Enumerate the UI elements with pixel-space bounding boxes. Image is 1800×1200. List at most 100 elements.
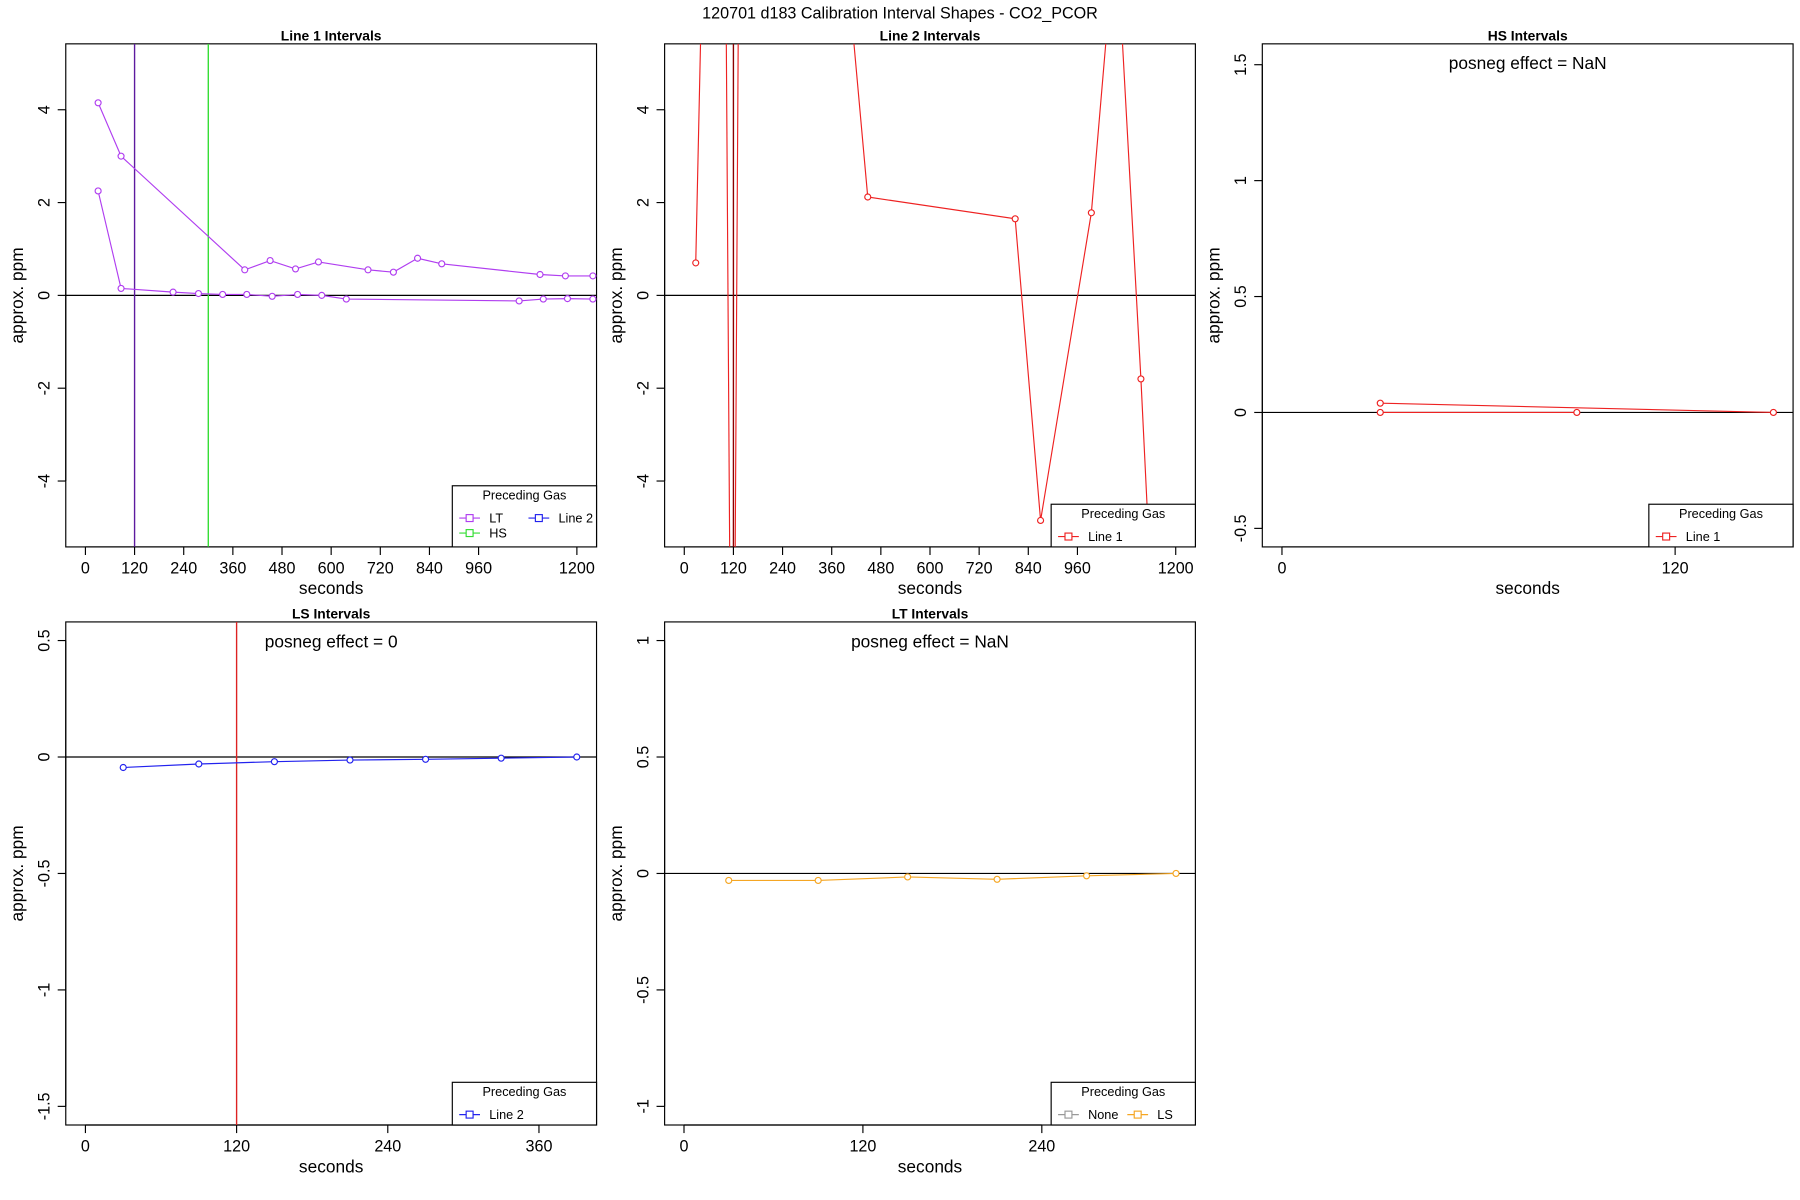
y-tick-label: -0.5 — [36, 860, 54, 888]
data-point — [1573, 408, 1581, 417]
x-tick-label: 0 — [680, 1138, 689, 1156]
y-tick-label: -1 — [36, 983, 54, 997]
data-point — [346, 756, 354, 764]
panel: LT Intervals 0 120 240 seconds -1 -0.5 0 0.5 1 app… — [606, 605, 1196, 1176]
panel: HS Intervals 0 120 seconds -0.5 0 0.5 1 1.5 appro… — [1204, 27, 1794, 598]
y-tick-label: 0 — [1232, 408, 1250, 417]
panel-title: HS Intervals — [1488, 27, 1568, 43]
panel: LS Intervals 0 120 240 360 seconds -1.5 -1 -0.5 0… — [7, 605, 598, 1176]
data-point — [589, 272, 597, 280]
legend-swatch — [465, 529, 474, 538]
annotation: posneg effect = 0 — [265, 631, 398, 651]
y-tick-label: -0.5 — [634, 976, 652, 1004]
x-tick-label: 480 — [867, 559, 894, 577]
legend-title: Preceding Gas — [1081, 507, 1165, 521]
annotation: posneg effect = NaN — [1449, 53, 1607, 73]
data-point — [266, 257, 274, 265]
data-point — [364, 266, 372, 274]
plot-frame — [1261, 43, 1794, 548]
data-point — [243, 290, 251, 299]
data-point — [169, 288, 177, 296]
legend-swatch — [1662, 532, 1671, 541]
x-tick-label: 1200 — [1158, 559, 1194, 577]
plot-frame — [65, 621, 598, 1126]
data-point — [117, 284, 125, 293]
x-tick-label: 360 — [525, 1138, 552, 1156]
x-tick-label: 0 — [81, 1138, 90, 1156]
y-tick-label: 2 — [634, 198, 652, 207]
data-point — [314, 258, 323, 266]
y-axis-label: approx. ppm — [1204, 247, 1224, 343]
y-tick-label: 1 — [634, 636, 652, 645]
data-point — [293, 290, 302, 299]
legend-swatch — [1064, 1110, 1073, 1119]
x-tick-label: 720 — [367, 559, 394, 577]
data-point — [241, 266, 249, 274]
data-point — [1172, 869, 1180, 878]
plot-area — [1262, 399, 1794, 417]
y-tick-label: -4 — [634, 474, 652, 488]
x-tick-label: 240 — [1028, 1138, 1055, 1156]
x-tick-label: 240 — [170, 559, 197, 577]
y-tick-label: -0.5 — [1232, 514, 1250, 542]
x-tick-label: 120 — [849, 1138, 876, 1156]
x-tick-label: 0 — [1277, 559, 1286, 577]
legend-swatch — [1133, 1110, 1142, 1119]
x-tick-label: 720 — [966, 559, 993, 577]
data-point — [692, 259, 700, 267]
legend-label: HS — [489, 527, 507, 541]
legend-label: Line 2 — [558, 512, 593, 526]
x-tick-label: 360 — [219, 559, 246, 577]
panel-title: LT Intervals — [892, 605, 969, 621]
x-tick-label: 120 — [720, 559, 747, 577]
y-tick-label: 0.5 — [36, 629, 54, 651]
data-point — [573, 753, 581, 761]
data-point — [1037, 516, 1045, 525]
data-point — [864, 193, 872, 201]
panel-title: Line 2 Intervals — [880, 27, 981, 43]
x-tick-label: 120 — [223, 1138, 250, 1156]
x-axis-label: seconds — [299, 1156, 364, 1176]
data-point — [1376, 399, 1384, 407]
x-axis-label: seconds — [299, 578, 364, 598]
y-tick-label: -2 — [36, 381, 54, 395]
data-point — [422, 755, 430, 763]
data-point — [536, 270, 544, 279]
legend-label: Line 2 — [489, 1108, 524, 1122]
legend-box — [1648, 503, 1794, 548]
x-tick-label: 240 — [769, 559, 796, 577]
y-tick-label: 0.5 — [1232, 285, 1250, 307]
data-point — [563, 295, 572, 303]
x-tick-label: 0 — [81, 559, 90, 577]
x-tick-label: 840 — [1015, 559, 1042, 577]
legend-title: Preceding Gas — [482, 1085, 566, 1099]
x-tick-label: 960 — [465, 559, 492, 577]
x-tick-label: 480 — [269, 559, 296, 577]
y-tick-label: 0 — [36, 753, 54, 762]
legend-box — [1050, 503, 1196, 548]
data-point — [1087, 209, 1095, 217]
y-tick-label: 0 — [36, 291, 54, 300]
x-tick-label: 0 — [680, 559, 689, 577]
y-tick-label: -1.5 — [36, 1092, 54, 1120]
y-tick-label: -1 — [634, 1099, 652, 1113]
legend-label: LS — [1157, 1108, 1173, 1122]
plot-area — [664, 43, 1196, 547]
plot-area — [65, 621, 597, 1125]
legend-box — [451, 1081, 598, 1126]
data-point — [291, 265, 300, 273]
data-point — [268, 292, 276, 300]
y-tick-label: 4 — [634, 105, 652, 114]
x-axis-label: seconds — [898, 1156, 963, 1176]
y-tick-label: 0 — [634, 291, 652, 300]
y-tick-label: -4 — [36, 474, 54, 488]
plot-area — [65, 43, 597, 547]
data-point — [904, 873, 912, 881]
x-tick-label: 360 — [818, 559, 845, 577]
legend-label: LT — [489, 512, 503, 526]
data-point — [389, 268, 397, 276]
series-line — [1380, 402, 1774, 414]
plot-area — [664, 869, 1196, 885]
